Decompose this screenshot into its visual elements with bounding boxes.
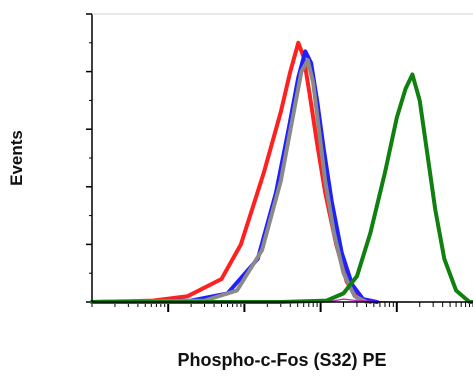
y-axis-title: Events (7, 130, 26, 186)
axis-ticks (86, 13, 473, 312)
series-line-2 (90, 58, 369, 304)
series-group (90, 40, 473, 304)
x-axis-title: Phospho-c-Fos (S32) PE (177, 350, 386, 370)
series-line-4 (90, 72, 473, 304)
series-line-1 (90, 49, 379, 304)
